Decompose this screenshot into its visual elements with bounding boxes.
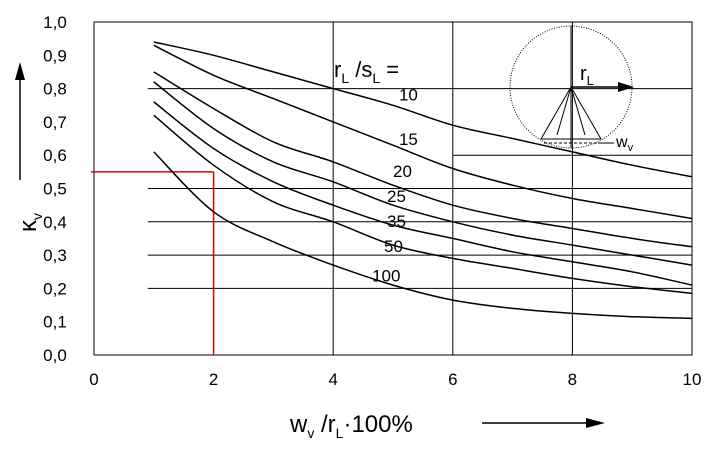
curve-label-50: 50: [384, 237, 403, 256]
y-tick-label: 0,1: [43, 313, 67, 332]
curve-20: [153, 71, 693, 248]
y-tick-label: 0,2: [43, 279, 67, 298]
y-tick-label: 0,4: [43, 213, 67, 232]
x-axis-title: wv /rL·100%: [289, 411, 413, 441]
curve-label-35: 35: [387, 212, 406, 231]
y-tick-label: 0,0: [43, 346, 67, 365]
y-tick-label: 0,9: [43, 46, 67, 65]
inset-r-label: rL: [580, 63, 594, 88]
curve-label-20: 20: [393, 162, 412, 181]
y-tick-label: 0,5: [43, 180, 67, 199]
x-tick-label: 0: [89, 370, 98, 389]
param-label: rL /sL =: [334, 57, 399, 86]
y-tick-label: 0,8: [43, 80, 67, 99]
curve-35: [153, 101, 693, 286]
tick-layer: 0,0 0,1 0,2 0,3 0,4 0,5 0,6 0,7 0,8 0,9 1,0 0 2 4 6 8 10: [43, 13, 701, 389]
x-tick-label: 10: [683, 370, 702, 389]
x-tick-label: 4: [328, 370, 337, 389]
y-axis-title: κv: [15, 213, 45, 232]
inset-w-label: wv: [615, 134, 634, 154]
y-tick-label: 0,6: [43, 146, 67, 165]
grid-layer: [93, 21, 693, 356]
highlight-layer: [91, 171, 215, 355]
series-label-layer: 10 15 20 25 35 50 100: [372, 85, 418, 285]
curve-100: [153, 151, 693, 320]
curve-15: [153, 44, 693, 220]
y-tick-label: 0,3: [43, 246, 67, 265]
curve-10: [153, 41, 693, 178]
curve-layer: [153, 41, 693, 320]
x-tick-label: 2: [209, 370, 218, 389]
curve-label-100: 100: [372, 267, 400, 286]
x-axis-arrow: [482, 418, 605, 428]
curve-25: [153, 81, 693, 266]
x-tick-label: 6: [448, 370, 457, 389]
y-axis-arrow: [15, 62, 25, 180]
y-tick-label: 1,0: [43, 13, 67, 32]
curve-50: [153, 114, 693, 295]
rotor-inset-diagram: rL wv: [509, 25, 634, 154]
x-tick-label: 8: [568, 370, 577, 389]
curve-label-10: 10: [399, 85, 418, 104]
curve-label-25: 25: [387, 187, 406, 206]
y-tick-label: 0,7: [43, 113, 67, 132]
radius-arrow-icon: [618, 82, 634, 92]
curve-label-15: 15: [399, 130, 418, 149]
